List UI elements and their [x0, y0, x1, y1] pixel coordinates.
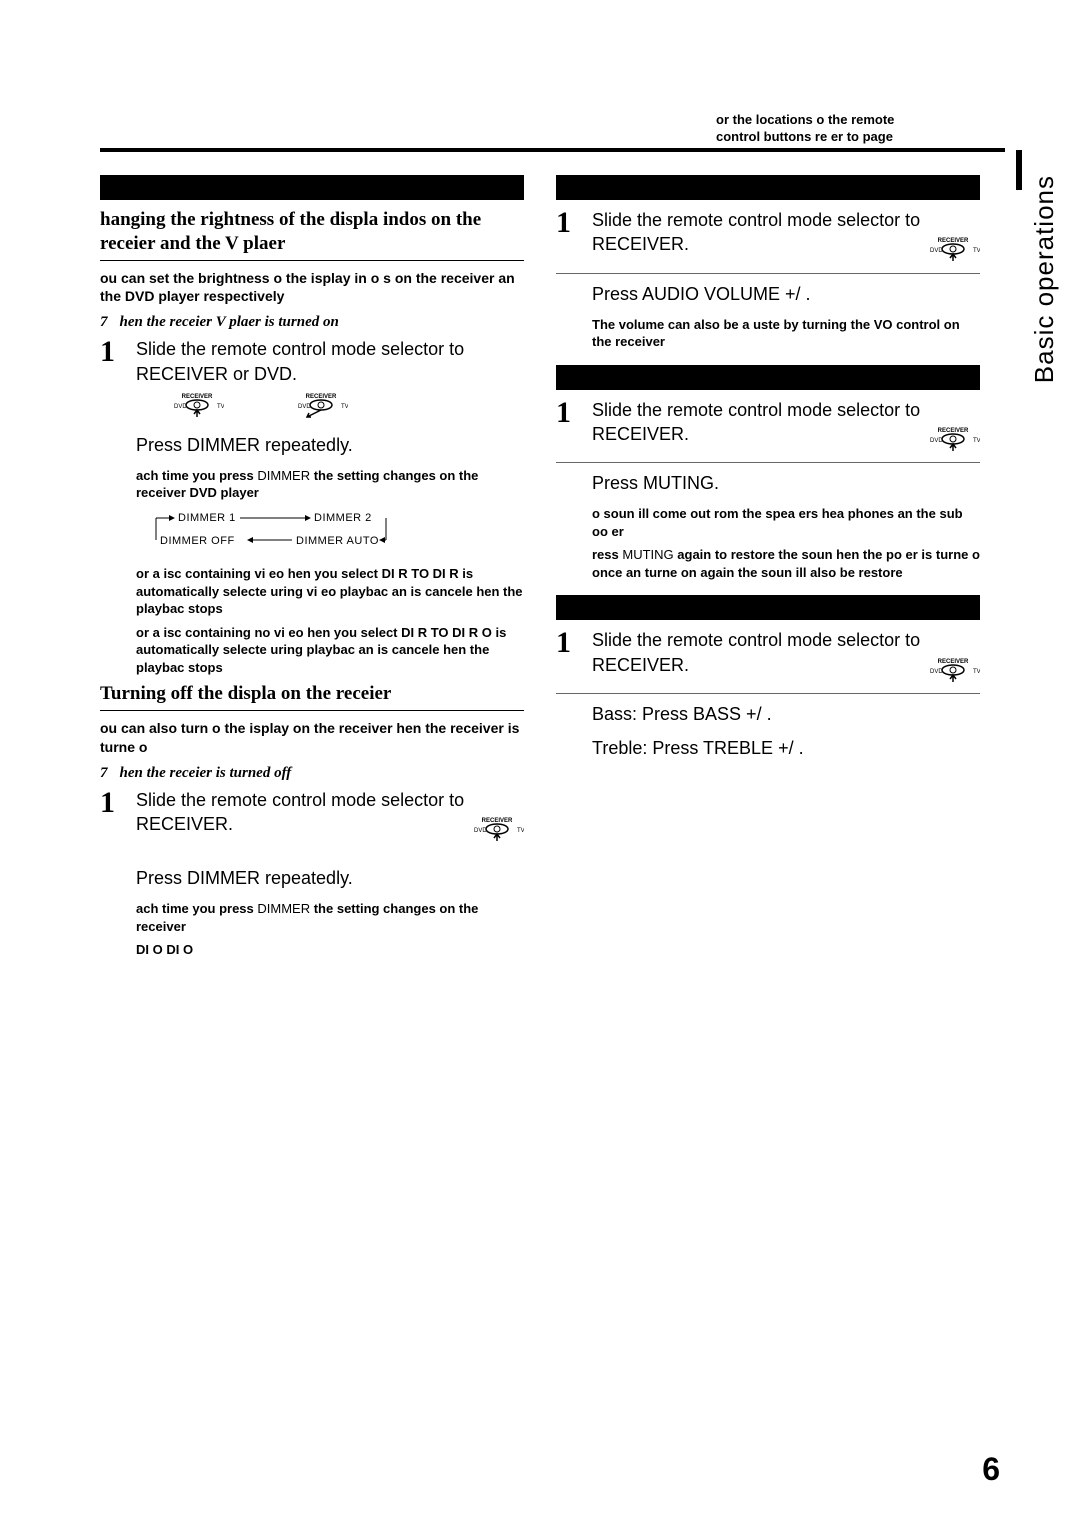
svg-text:TV: TV — [973, 438, 980, 444]
svg-text:TV: TV — [517, 828, 524, 834]
dimmer-off-label: DIMMER OFF — [160, 535, 235, 547]
brightness-intro: ou can set the brightness o the isplay i… — [100, 269, 524, 307]
off-toggle: DI O DI O — [100, 941, 524, 959]
off-step-number-1: 1 — [100, 788, 122, 818]
right-column: 1 Slide the remote control mode selector… — [556, 175, 980, 965]
slider-receiver-icon-2: RECEIVERDVDTV — [470, 814, 524, 848]
svg-text:RECEIVER: RECEIVER — [938, 238, 969, 244]
svg-text:TV: TV — [973, 248, 980, 254]
off-note1: ach time you press DIMMER the setting ch… — [100, 900, 524, 935]
volume-note: The volume can also be a uste by turning… — [556, 316, 980, 351]
svg-text:TV: TV — [341, 404, 348, 410]
off-step2: Press DIMMER repeatedly. — [136, 866, 524, 890]
svg-text:TV: TV — [217, 404, 224, 410]
side-tab-marker — [1016, 150, 1022, 190]
volume-step-number-1: 1 — [556, 208, 578, 238]
section-brightness-header — [100, 175, 524, 200]
slider-receiver-icon-3: RECEIVERDVDTV — [926, 234, 980, 268]
muting-step2: Press MUTING. — [592, 471, 980, 495]
step-number-1: 1 — [100, 337, 122, 367]
muting-note1: o soun ill come out rom the spea ers hea… — [556, 505, 980, 540]
dimmer-cycle-diagram: DIMMER 1 DIMMER 2 DIMMER OFF DIMMER AUTO — [136, 508, 524, 555]
header-reference-note: or the locations o the remote control bu… — [710, 110, 1000, 148]
when-off-label: hen the receier is turned off — [120, 765, 292, 782]
slider-receiver-icon: RECEIVERDVDTV — [170, 390, 224, 423]
side-tab-label: Basic operations — [1029, 175, 1060, 383]
slider-dvd-icon: RECEIVERDVDTV — [294, 390, 348, 423]
volume-step2: Press AUDIO VOLUME +/ . — [592, 282, 980, 306]
off-intro: ou can also turn o the isplay on the rec… — [100, 719, 524, 757]
svg-text:RECEIVER: RECEIVER — [938, 659, 969, 665]
dimmer1-label: DIMMER 1 — [178, 512, 236, 524]
svg-text:TV: TV — [973, 669, 980, 675]
svg-text:RECEIVER: RECEIVER — [306, 394, 337, 400]
svg-text:RECEIVER: RECEIVER — [482, 818, 513, 824]
brightness-note3: or a isc containing no vi eo hen you sel… — [100, 624, 524, 677]
section-volume-header — [556, 175, 980, 200]
svg-text:RECEIVER: RECEIVER — [938, 428, 969, 434]
brightness-note1: ach time you press DIMMER the setting ch… — [100, 467, 524, 502]
header-note-line1: or the locations o the remote — [716, 112, 894, 127]
tone-bass: Bass: Press BASS +/ . — [592, 702, 980, 726]
off-subhead: Turning off the displa on the receier — [100, 682, 524, 706]
brightness-subhead: hanging the rightness of the displa indo… — [100, 208, 524, 256]
section-muting-header — [556, 365, 980, 390]
muting-step-number-1: 1 — [556, 398, 578, 428]
left-column: hanging the rightness of the displa indo… — [100, 175, 524, 965]
dimmer2-label: DIMMER 2 — [314, 512, 372, 524]
header-note-line2: control buttons re er to page — [716, 129, 893, 144]
step-seven: 7 — [100, 314, 108, 331]
brightness-step1: Slide the remote control mode selector t… — [136, 337, 524, 386]
dimmer-auto-label: DIMMER AUTO — [296, 535, 379, 547]
when-on-label: hen the receier V plaer is turned on — [120, 314, 339, 331]
step-seven-b: 7 — [100, 765, 108, 782]
horizontal-rule — [100, 148, 1005, 152]
slider-receiver-icon-4: RECEIVERDVDTV — [926, 424, 980, 458]
tone-treble: Treble: Press TREBLE +/ . — [592, 736, 980, 760]
tone-step1: Slide the remote control mode selector t… — [592, 628, 980, 689]
section-tone-header — [556, 595, 980, 620]
tone-step-number-1: 1 — [556, 628, 578, 658]
slider-receiver-icon-5: RECEIVERDVDTV — [926, 655, 980, 689]
muting-note2: ress MUTING again to restore the soun he… — [556, 546, 980, 581]
muting-step1: Slide the remote control mode selector t… — [592, 398, 980, 459]
off-step1: Slide the remote control mode selector t… — [136, 788, 524, 849]
page-number: 6 — [982, 1451, 1000, 1488]
svg-text:RECEIVER: RECEIVER — [182, 394, 213, 400]
brightness-note2: or a isc containing vi eo hen you select… — [100, 565, 524, 618]
volume-step1: Slide the remote control mode selector t… — [592, 208, 980, 269]
brightness-step2: Press DIMMER repeatedly. — [136, 433, 524, 457]
